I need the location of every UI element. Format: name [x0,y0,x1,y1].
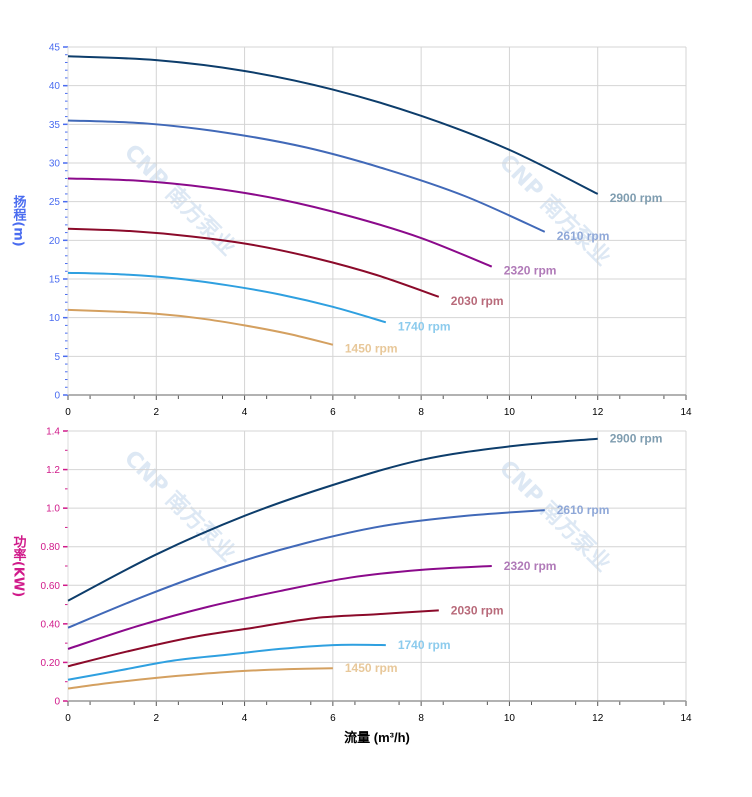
y-tick-label: 0.20 [41,658,61,669]
series-label: 2900 rpm [610,191,663,205]
x-tick-label: 0 [65,713,71,724]
y-tick-label: 30 [49,159,61,170]
x-tick-label: 8 [418,407,424,418]
series-line-2030-rpm [67,227,440,298]
x-axis-title: 流量 (m³/h) [344,730,410,745]
series-line-2610-rpm [67,119,546,233]
x-tick-label: 12 [592,407,604,418]
y-tick-label: 25 [49,197,61,208]
y-tick-label: 45 [49,43,61,54]
series-label: 2320 rpm [504,559,557,573]
series-label: 1450 rpm [345,342,398,356]
y-axis-title: 扬程(m) [11,195,27,247]
x-tick-label: 2 [154,713,160,724]
y-tick-label: 0.40 [41,619,61,630]
x-tick-label: 2 [154,407,160,418]
y-tick-label: 5 [54,352,60,363]
y-tick-label: 1.0 [46,504,60,515]
series-label: 2030 rpm [451,294,504,308]
x-tick-label: 10 [504,407,516,418]
series-line-2320-rpm [67,565,492,650]
series-line-1740-rpm [67,643,386,681]
x-tick-label: 8 [418,713,424,724]
x-tick-label: 10 [504,713,516,724]
y-axis-title: 功率(KW) [11,535,27,597]
series-line-2900-rpm [67,437,598,602]
y-tick-label: 20 [49,236,61,247]
watermark: CNP 南方泵业 [119,445,241,567]
y-tick-label: 1.2 [46,465,60,476]
series-label: 2320 rpm [504,264,557,278]
series-label: 2610 rpm [557,503,610,517]
x-tick-label: 4 [242,713,248,724]
x-tick-label: 14 [680,713,692,724]
y-tick-label: 0.60 [41,581,61,592]
x-tick-label: 12 [592,713,604,724]
x-tick-label: 4 [242,407,248,418]
y-tick-label: 0.80 [41,542,61,553]
series-label: 2030 rpm [451,603,504,617]
series-label: 1450 rpm [345,661,398,675]
y-tick-label: 10 [49,313,61,324]
y-tick-label: 15 [49,275,61,286]
series-line-1450-rpm [67,667,333,690]
y-tick-label: 0 [54,391,60,402]
series-label: 1740 rpm [398,319,451,333]
series-line-2900-rpm [67,55,599,195]
series-label: 1740 rpm [398,638,451,652]
series-line-2610-rpm [67,509,545,629]
series-line-1450-rpm [67,308,334,346]
x-tick-label: 0 [65,407,71,418]
y-tick-label: 40 [49,81,61,92]
series-line-2320-rpm [67,177,493,268]
y-tick-label: 1.4 [46,427,60,438]
y-tick-label: 0 [54,697,60,708]
series-line-1740-rpm [67,271,387,324]
series-label: 2900 rpm [610,432,663,446]
x-tick-label: 6 [330,713,336,724]
series-line-2030-rpm [67,609,439,668]
series-label: 2610 rpm [557,229,610,243]
x-tick-label: 6 [330,407,336,418]
x-tick-label: 14 [680,407,692,418]
watermark: CNP 南方泵业 [119,139,241,261]
y-tick-label: 35 [49,120,61,131]
